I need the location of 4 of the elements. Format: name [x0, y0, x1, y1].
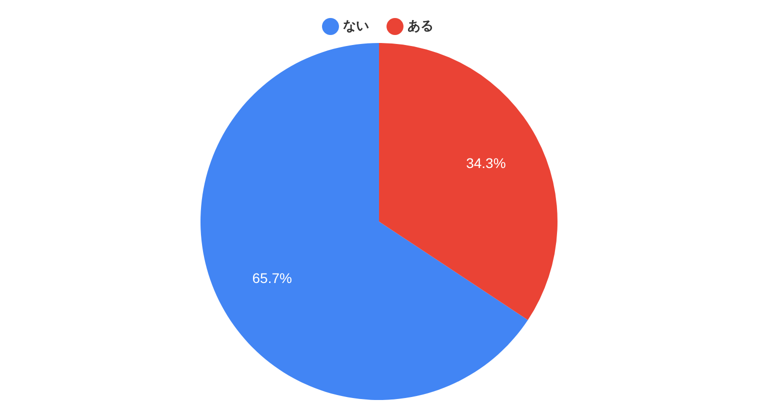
legend-label: ある [408, 18, 434, 34]
data-label: 65.7% [252, 270, 292, 286]
data-label: 34.3% [466, 154, 506, 171]
legend-label: ない [343, 18, 369, 34]
